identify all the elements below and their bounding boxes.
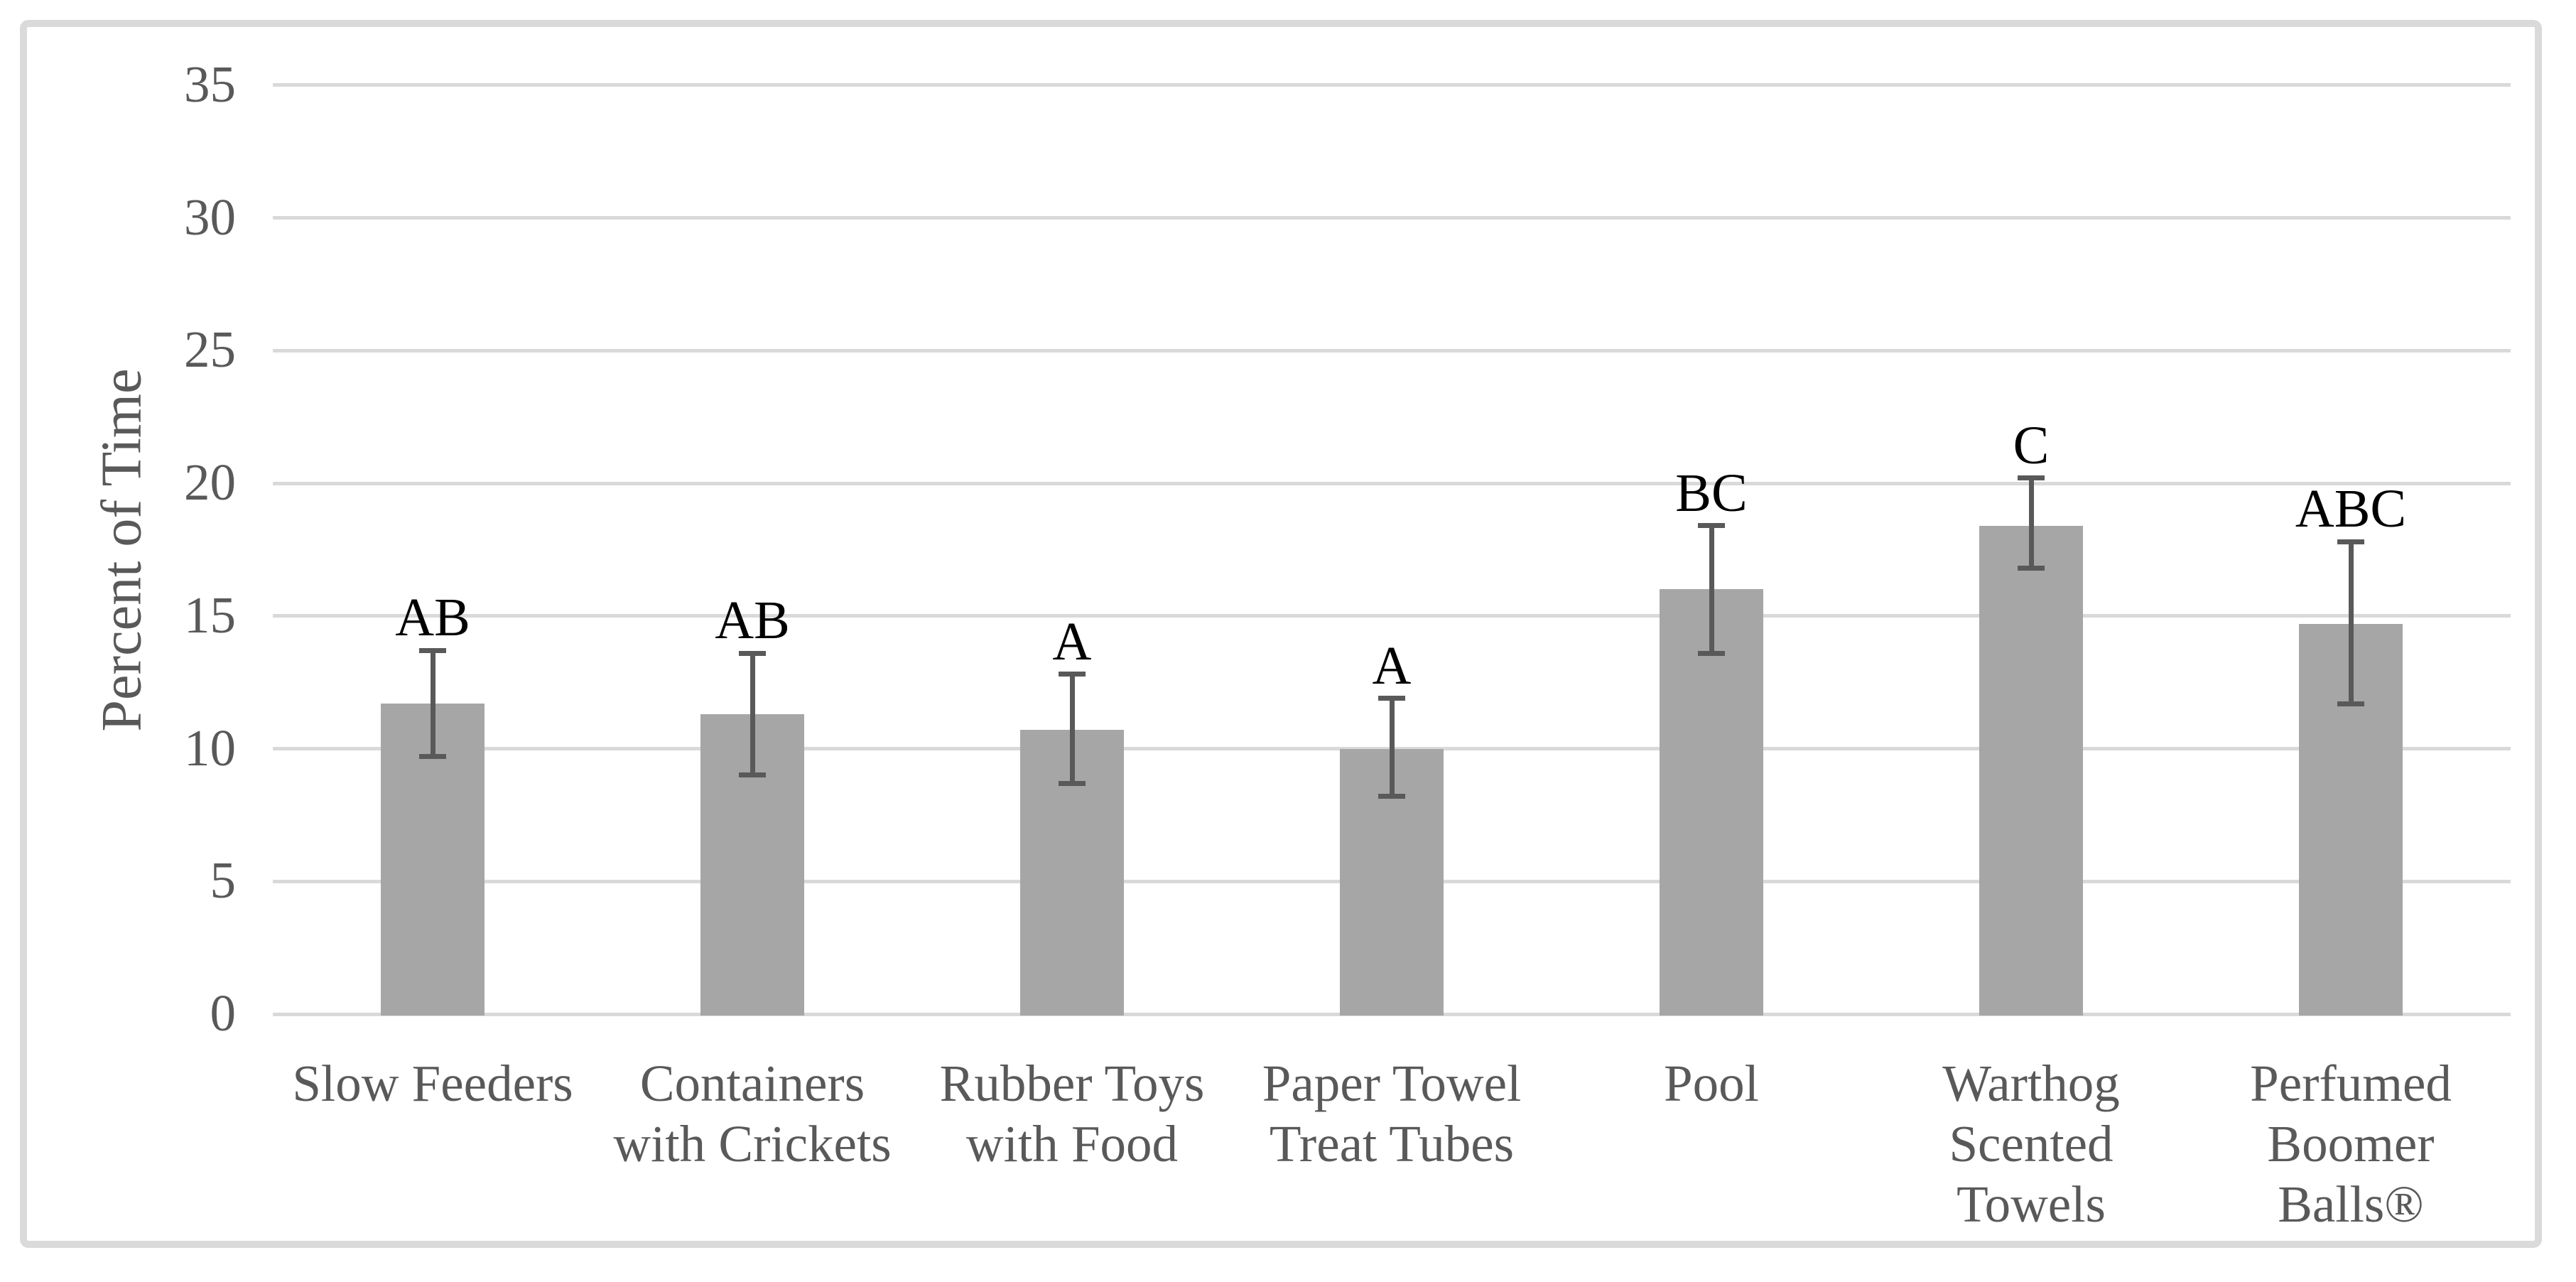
error-bar-cap-top: [739, 650, 766, 656]
category-label: Slow Feeders: [292, 1055, 573, 1112]
error-bar-stem: [430, 650, 435, 757]
error-bar-cap-bottom: [2018, 566, 2045, 571]
y-tick-label: 0: [210, 984, 237, 1042]
gridline: [273, 481, 2511, 485]
y-tick-label: 5: [210, 851, 237, 910]
gridline: [273, 614, 2511, 618]
error-bar-stem: [2348, 542, 2354, 704]
bar: [1660, 589, 1763, 1016]
category-label: Pool: [1664, 1055, 1759, 1112]
gridline: [273, 216, 2511, 220]
error-bar-cap-top: [1378, 696, 1405, 701]
chart-frame: [20, 20, 2542, 1248]
category-label: Paper Towel Treat Tubes: [1262, 1055, 1522, 1173]
y-tick-label: 20: [184, 453, 236, 511]
y-tick-label: 25: [184, 320, 236, 379]
error-bar-cap-bottom: [1059, 780, 1086, 786]
category-label: Rubber Toys with Food: [939, 1055, 1205, 1173]
y-tick-label: 15: [184, 586, 236, 644]
error-bar-stem: [2028, 478, 2034, 569]
significance-letter: BC: [1675, 463, 1748, 523]
error-bar-stem: [749, 653, 755, 775]
error-bar-cap-bottom: [419, 754, 446, 760]
gridline: [273, 83, 2511, 87]
error-bar-cap-top: [1698, 523, 1725, 529]
y-tick-label: 30: [184, 188, 236, 246]
error-bar-stem: [1069, 674, 1075, 784]
category-label: Perfumed Boomer Balls®: [2250, 1055, 2452, 1233]
significance-letter: A: [1052, 611, 1092, 672]
error-bar-cap-top: [2337, 539, 2364, 544]
bar: [1979, 525, 2083, 1016]
significance-letter: AB: [715, 591, 790, 651]
gridline: [273, 348, 2511, 352]
error-bar-stem: [1709, 525, 1714, 654]
significance-letter: C: [2013, 415, 2050, 475]
error-bar-cap-bottom: [2337, 701, 2364, 706]
error-bar-cap-top: [419, 647, 446, 653]
category-label: Warthog Scented Towels: [1942, 1055, 2120, 1233]
category-label: Containers with Crickets: [613, 1055, 892, 1173]
significance-letter: ABC: [2295, 479, 2407, 539]
error-bar-cap-bottom: [1698, 650, 1725, 656]
error-bar-cap-top: [1059, 672, 1086, 677]
y-tick-label: 35: [184, 55, 236, 113]
significance-letter: AB: [395, 588, 470, 648]
error-bar-cap-bottom: [739, 772, 766, 778]
error-bar-stem: [1389, 698, 1395, 797]
error-bar-cap-top: [2018, 475, 2045, 481]
error-bar-cap-bottom: [1378, 794, 1405, 799]
significance-letter: A: [1372, 635, 1412, 696]
y-tick-label: 10: [184, 718, 236, 777]
y-axis-title: Percent of Time: [90, 368, 153, 732]
